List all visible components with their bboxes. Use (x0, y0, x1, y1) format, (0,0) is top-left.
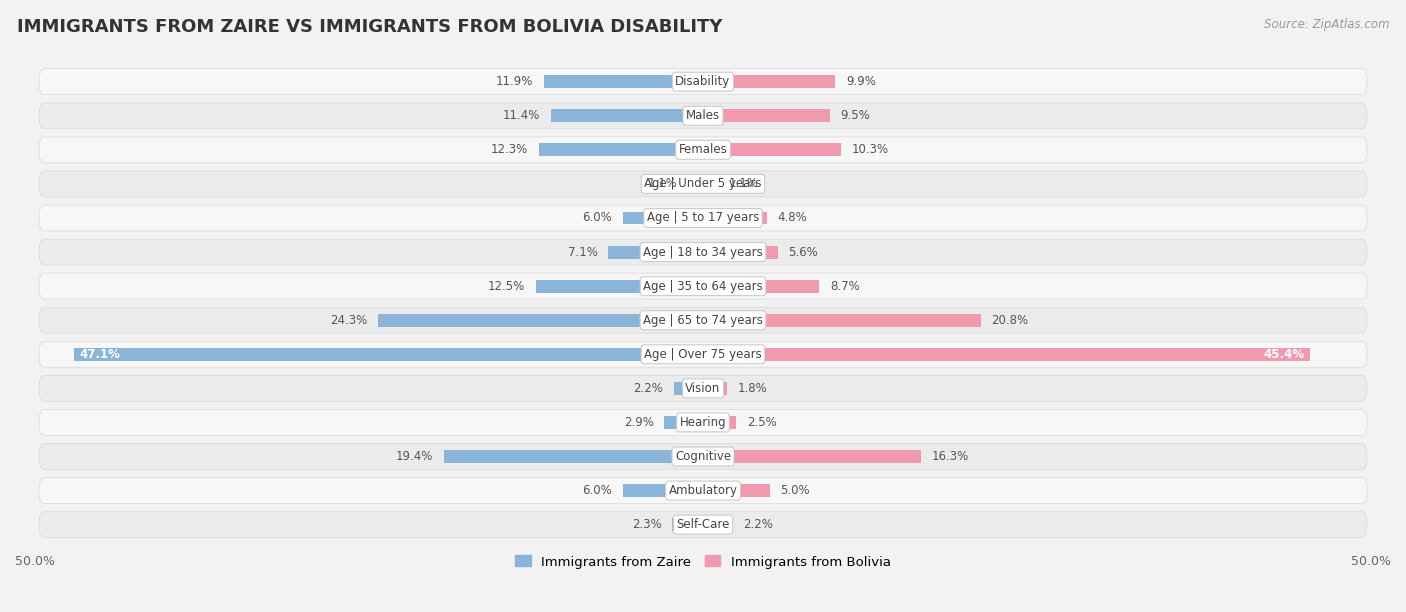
Text: 9.5%: 9.5% (841, 110, 870, 122)
Text: 12.5%: 12.5% (488, 280, 526, 293)
Text: Age | 35 to 64 years: Age | 35 to 64 years (643, 280, 763, 293)
Bar (551, 110, 703, 122)
Text: 1.8%: 1.8% (738, 382, 768, 395)
Text: Cognitive: Cognitive (675, 450, 731, 463)
Text: Males: Males (686, 110, 720, 122)
Text: 16.3%: 16.3% (931, 450, 969, 463)
Text: 6.0%: 6.0% (582, 212, 612, 225)
Bar (73, 348, 703, 360)
Bar (703, 484, 770, 497)
Text: 19.4%: 19.4% (395, 450, 433, 463)
Bar (672, 518, 703, 531)
Text: 7.1%: 7.1% (568, 245, 598, 258)
Bar (378, 314, 703, 327)
Text: Age | 18 to 34 years: Age | 18 to 34 years (643, 245, 763, 258)
FancyBboxPatch shape (39, 239, 1367, 265)
Bar (703, 382, 727, 395)
FancyBboxPatch shape (39, 103, 1367, 129)
Bar (689, 177, 703, 190)
Bar (664, 416, 703, 429)
Text: Self-Care: Self-Care (676, 518, 730, 531)
Text: 2.2%: 2.2% (744, 518, 773, 531)
Bar (703, 245, 778, 258)
Bar (703, 110, 830, 122)
Text: 5.6%: 5.6% (789, 245, 818, 258)
Text: Age | Over 75 years: Age | Over 75 years (644, 348, 762, 360)
FancyBboxPatch shape (39, 69, 1367, 95)
FancyBboxPatch shape (39, 137, 1367, 163)
Text: Age | Under 5 years: Age | Under 5 years (644, 177, 762, 190)
Bar (536, 280, 703, 293)
Bar (703, 177, 717, 190)
Legend: Immigrants from Zaire, Immigrants from Bolivia: Immigrants from Zaire, Immigrants from B… (510, 550, 896, 574)
FancyBboxPatch shape (39, 512, 1367, 537)
Text: 5.0%: 5.0% (780, 484, 810, 497)
Text: 2.3%: 2.3% (631, 518, 662, 531)
Text: 11.9%: 11.9% (496, 75, 533, 88)
Text: Age | 5 to 17 years: Age | 5 to 17 years (647, 212, 759, 225)
Text: 8.7%: 8.7% (830, 280, 859, 293)
FancyBboxPatch shape (39, 205, 1367, 231)
Text: Disability: Disability (675, 75, 731, 88)
Text: 11.4%: 11.4% (502, 110, 540, 122)
Bar (673, 382, 703, 395)
Text: 4.8%: 4.8% (778, 212, 807, 225)
FancyBboxPatch shape (39, 341, 1367, 367)
FancyBboxPatch shape (39, 409, 1367, 435)
Text: 10.3%: 10.3% (851, 143, 889, 156)
Bar (544, 75, 703, 88)
FancyBboxPatch shape (39, 273, 1367, 299)
Text: 2.2%: 2.2% (633, 382, 662, 395)
Bar (703, 212, 768, 225)
Bar (703, 143, 841, 156)
Text: 6.0%: 6.0% (582, 484, 612, 497)
Text: 1.1%: 1.1% (728, 177, 758, 190)
Bar (623, 212, 703, 225)
Text: Hearing: Hearing (679, 416, 727, 429)
Text: 2.9%: 2.9% (624, 416, 654, 429)
Text: Ambulatory: Ambulatory (668, 484, 738, 497)
Text: 9.9%: 9.9% (846, 75, 876, 88)
FancyBboxPatch shape (39, 477, 1367, 504)
Bar (623, 484, 703, 497)
FancyBboxPatch shape (39, 444, 1367, 469)
Text: 12.3%: 12.3% (491, 143, 529, 156)
Text: 20.8%: 20.8% (991, 314, 1029, 327)
Text: Source: ZipAtlas.com: Source: ZipAtlas.com (1264, 18, 1389, 31)
Bar (538, 143, 703, 156)
Bar (703, 314, 981, 327)
Bar (703, 518, 733, 531)
Bar (444, 450, 703, 463)
Bar (703, 450, 921, 463)
Text: 45.4%: 45.4% (1263, 348, 1305, 360)
FancyBboxPatch shape (39, 375, 1367, 401)
Text: 24.3%: 24.3% (330, 314, 367, 327)
Bar (703, 75, 835, 88)
Text: 2.5%: 2.5% (747, 416, 778, 429)
Text: 47.1%: 47.1% (79, 348, 120, 360)
Text: Age | 65 to 74 years: Age | 65 to 74 years (643, 314, 763, 327)
FancyBboxPatch shape (39, 307, 1367, 333)
Text: Females: Females (679, 143, 727, 156)
Text: 1.1%: 1.1% (648, 177, 678, 190)
Text: IMMIGRANTS FROM ZAIRE VS IMMIGRANTS FROM BOLIVIA DISABILITY: IMMIGRANTS FROM ZAIRE VS IMMIGRANTS FROM… (17, 18, 723, 36)
FancyBboxPatch shape (39, 171, 1367, 197)
Bar (703, 416, 737, 429)
Bar (609, 245, 703, 258)
Bar (703, 280, 820, 293)
Text: Vision: Vision (685, 382, 721, 395)
Bar (703, 348, 1309, 360)
